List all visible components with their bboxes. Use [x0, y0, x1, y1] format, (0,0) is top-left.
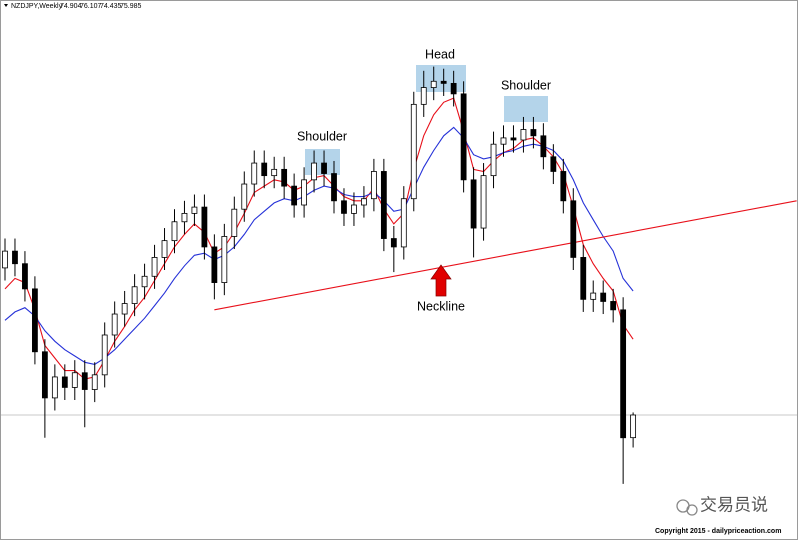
candle-body: [321, 162, 327, 174]
candle-body: [510, 137, 517, 141]
candle-body: [261, 162, 268, 177]
candle-body: [141, 275, 148, 288]
annotation: Shoulder: [501, 78, 551, 92]
moving-average: [4, 126, 634, 365]
candle-body: [570, 200, 577, 258]
candle-body: [380, 171, 387, 239]
candle-body: [61, 376, 68, 388]
candle-body: [530, 129, 537, 137]
candle-body: [201, 206, 208, 248]
candle-body: [590, 292, 597, 300]
candle-body: [131, 286, 138, 304]
candle-body: [331, 173, 337, 202]
candle-body: [161, 240, 168, 258]
candle-body: [550, 156, 557, 172]
candle-body: [361, 198, 367, 206]
candle-body: [400, 198, 407, 248]
watermark: 交易员说: [700, 495, 768, 514]
candle-body: [171, 221, 178, 242]
candle-body: [12, 250, 18, 265]
candle-body: [630, 414, 637, 439]
candle-body: [231, 208, 238, 237]
candle-body: [520, 129, 527, 141]
arrow: [430, 264, 452, 297]
candle-body: [500, 137, 507, 145]
candle-body: [181, 212, 188, 223]
candles: [2, 66, 637, 484]
candle-body: [211, 246, 218, 283]
candle-body: [2, 250, 8, 269]
header-icon: [4, 4, 8, 7]
candle-body: [111, 313, 118, 336]
candle-body: [151, 257, 158, 277]
candle-body: [480, 175, 487, 229]
candle-body: [221, 236, 228, 283]
candle-body: [191, 206, 198, 214]
annotation: Neckline: [417, 299, 465, 313]
neckline: [214, 200, 797, 311]
candle-body: [610, 301, 617, 311]
candle-body: [281, 168, 288, 187]
candle-body: [311, 162, 317, 181]
candle-body: [540, 135, 547, 158]
watermark-icon: [676, 499, 698, 516]
moving-average: [4, 97, 634, 380]
candle-body: [351, 204, 357, 214]
candle-body: [420, 87, 427, 105]
candle-body: [370, 171, 377, 200]
candle-body: [22, 263, 28, 290]
candle-body: [41, 351, 48, 399]
highlight-box: [504, 96, 548, 122]
symbol-label: NZDJPY,Weekly: [11, 3, 63, 10]
candle-body: [341, 200, 347, 214]
candle-body: [450, 82, 457, 95]
plot-area: [1, 97, 797, 416]
candle-body: [241, 183, 248, 210]
annotation: Head: [425, 47, 455, 61]
candle-body: [81, 372, 88, 390]
candle-body: [440, 80, 447, 84]
candle-body: [71, 372, 78, 388]
candle-body: [470, 179, 477, 229]
candle-body: [121, 303, 128, 315]
candle-body: [600, 292, 607, 302]
candle-body: [430, 80, 437, 88]
candle-body: [271, 168, 278, 177]
candle-body: [301, 179, 308, 206]
candle-body: [91, 374, 98, 390]
ohlc-low: 74.435: [100, 3, 122, 10]
copyright: Copyright 2015 - dailypriceaction.com: [655, 528, 781, 535]
candle-body: [390, 238, 397, 248]
candle-body: [580, 257, 587, 300]
candle-body: [620, 309, 627, 439]
candle-body: [101, 334, 108, 376]
candle-body: [410, 103, 417, 200]
ohlc-high: 76.107: [80, 3, 102, 10]
candle-body: [490, 143, 497, 177]
candle-body: [560, 171, 567, 202]
candle-body: [251, 162, 258, 185]
candle-body: [32, 288, 38, 353]
annotation: Shoulder: [297, 129, 347, 143]
candle-body: [460, 93, 467, 181]
ohlc-open: 74.904: [60, 3, 82, 10]
ohlc-close: 75.985: [120, 3, 142, 10]
candle-body: [51, 376, 58, 399]
candle-body: [291, 185, 298, 206]
